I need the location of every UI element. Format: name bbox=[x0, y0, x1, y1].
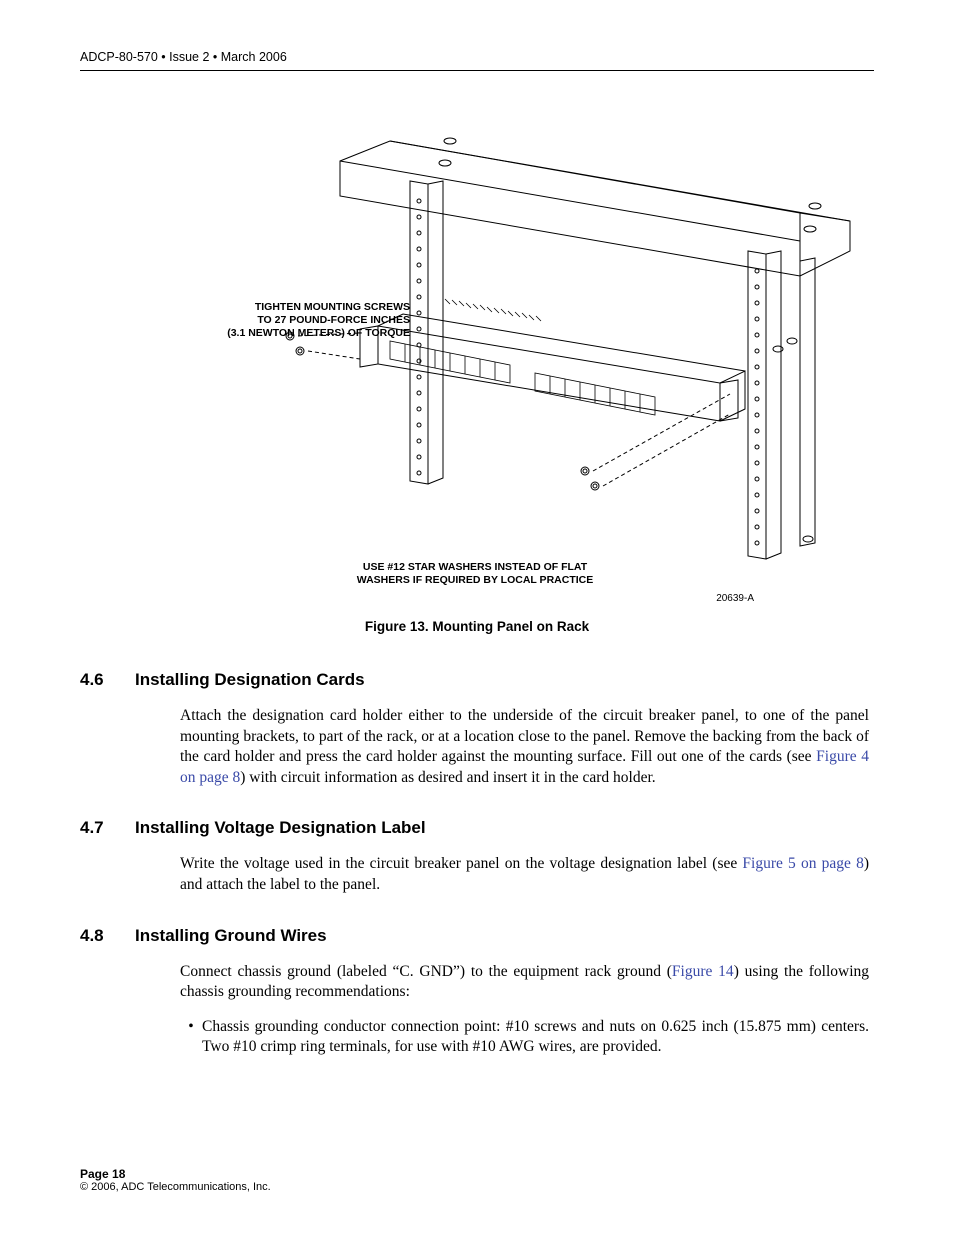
text-run: ) with circuit information as desired an… bbox=[240, 769, 655, 786]
sections-container: 4.6Installing Designation Cards Attach th… bbox=[80, 670, 874, 1058]
section-number: 4.8 bbox=[80, 926, 135, 946]
section: 4.6Installing Designation Cards Attach th… bbox=[80, 670, 874, 788]
running-header: ADCP-80-570 • Issue 2 • March 2006 bbox=[80, 50, 874, 64]
section-title: Installing Designation Cards bbox=[135, 670, 365, 690]
section-number: 4.6 bbox=[80, 670, 135, 690]
bullet-text: Chassis grounding conductor connection p… bbox=[202, 1017, 869, 1058]
text-run: Chassis grounding conductor connection p… bbox=[202, 1018, 869, 1056]
section-title: Installing Ground Wires bbox=[135, 926, 327, 946]
section: 4.8Installing Ground Wires Connect chassi… bbox=[80, 926, 874, 1058]
bullet-item: •Chassis grounding conductor connection … bbox=[180, 1017, 869, 1058]
header-rule bbox=[80, 70, 874, 71]
section: 4.7Installing Voltage Designation Label W… bbox=[80, 818, 874, 895]
figure-drawing-id: 20639-A bbox=[716, 593, 754, 604]
section-heading: 4.8Installing Ground Wires bbox=[80, 926, 874, 946]
figure-13: TIGHTEN MOUNTING SCREWS TO 27 POUND-FORC… bbox=[80, 101, 874, 601]
text-run: Write the voltage used in the circuit br… bbox=[180, 855, 742, 872]
figure-callout-torque: TIGHTEN MOUNTING SCREWS TO 27 POUND-FORC… bbox=[190, 301, 410, 340]
body-paragraph: Connect chassis ground (labeled “C. GND”… bbox=[180, 962, 869, 1003]
section-title: Installing Voltage Designation Label bbox=[135, 818, 426, 838]
section-heading: 4.7Installing Voltage Designation Label bbox=[80, 818, 874, 838]
text-run: Connect chassis ground (labeled “C. GND”… bbox=[180, 963, 672, 980]
page-number: Page 18 bbox=[80, 1167, 271, 1181]
copyright: © 2006, ADC Telecommunications, Inc. bbox=[80, 1181, 271, 1193]
page-footer: Page 18 © 2006, ADC Telecommunications, … bbox=[80, 1167, 271, 1193]
body-paragraph: Attach the designation card holder eithe… bbox=[180, 706, 869, 788]
text-run: Attach the designation card holder eithe… bbox=[180, 707, 869, 765]
body-paragraph: Write the voltage used in the circuit br… bbox=[180, 854, 869, 895]
section-number: 4.7 bbox=[80, 818, 135, 838]
figure-caption: Figure 13. Mounting Panel on Rack bbox=[80, 619, 874, 634]
section-heading: 4.6Installing Designation Cards bbox=[80, 670, 874, 690]
cross-reference[interactable]: Figure 14 bbox=[672, 963, 734, 980]
bullet-marker: • bbox=[180, 1017, 202, 1058]
figure-callout-washers: USE #12 STAR WASHERS INSTEAD OF FLAT WAS… bbox=[300, 561, 650, 587]
cross-reference[interactable]: Figure 5 on page 8 bbox=[742, 855, 863, 872]
page: ADCP-80-570 • Issue 2 • March 2006 bbox=[0, 0, 954, 1235]
